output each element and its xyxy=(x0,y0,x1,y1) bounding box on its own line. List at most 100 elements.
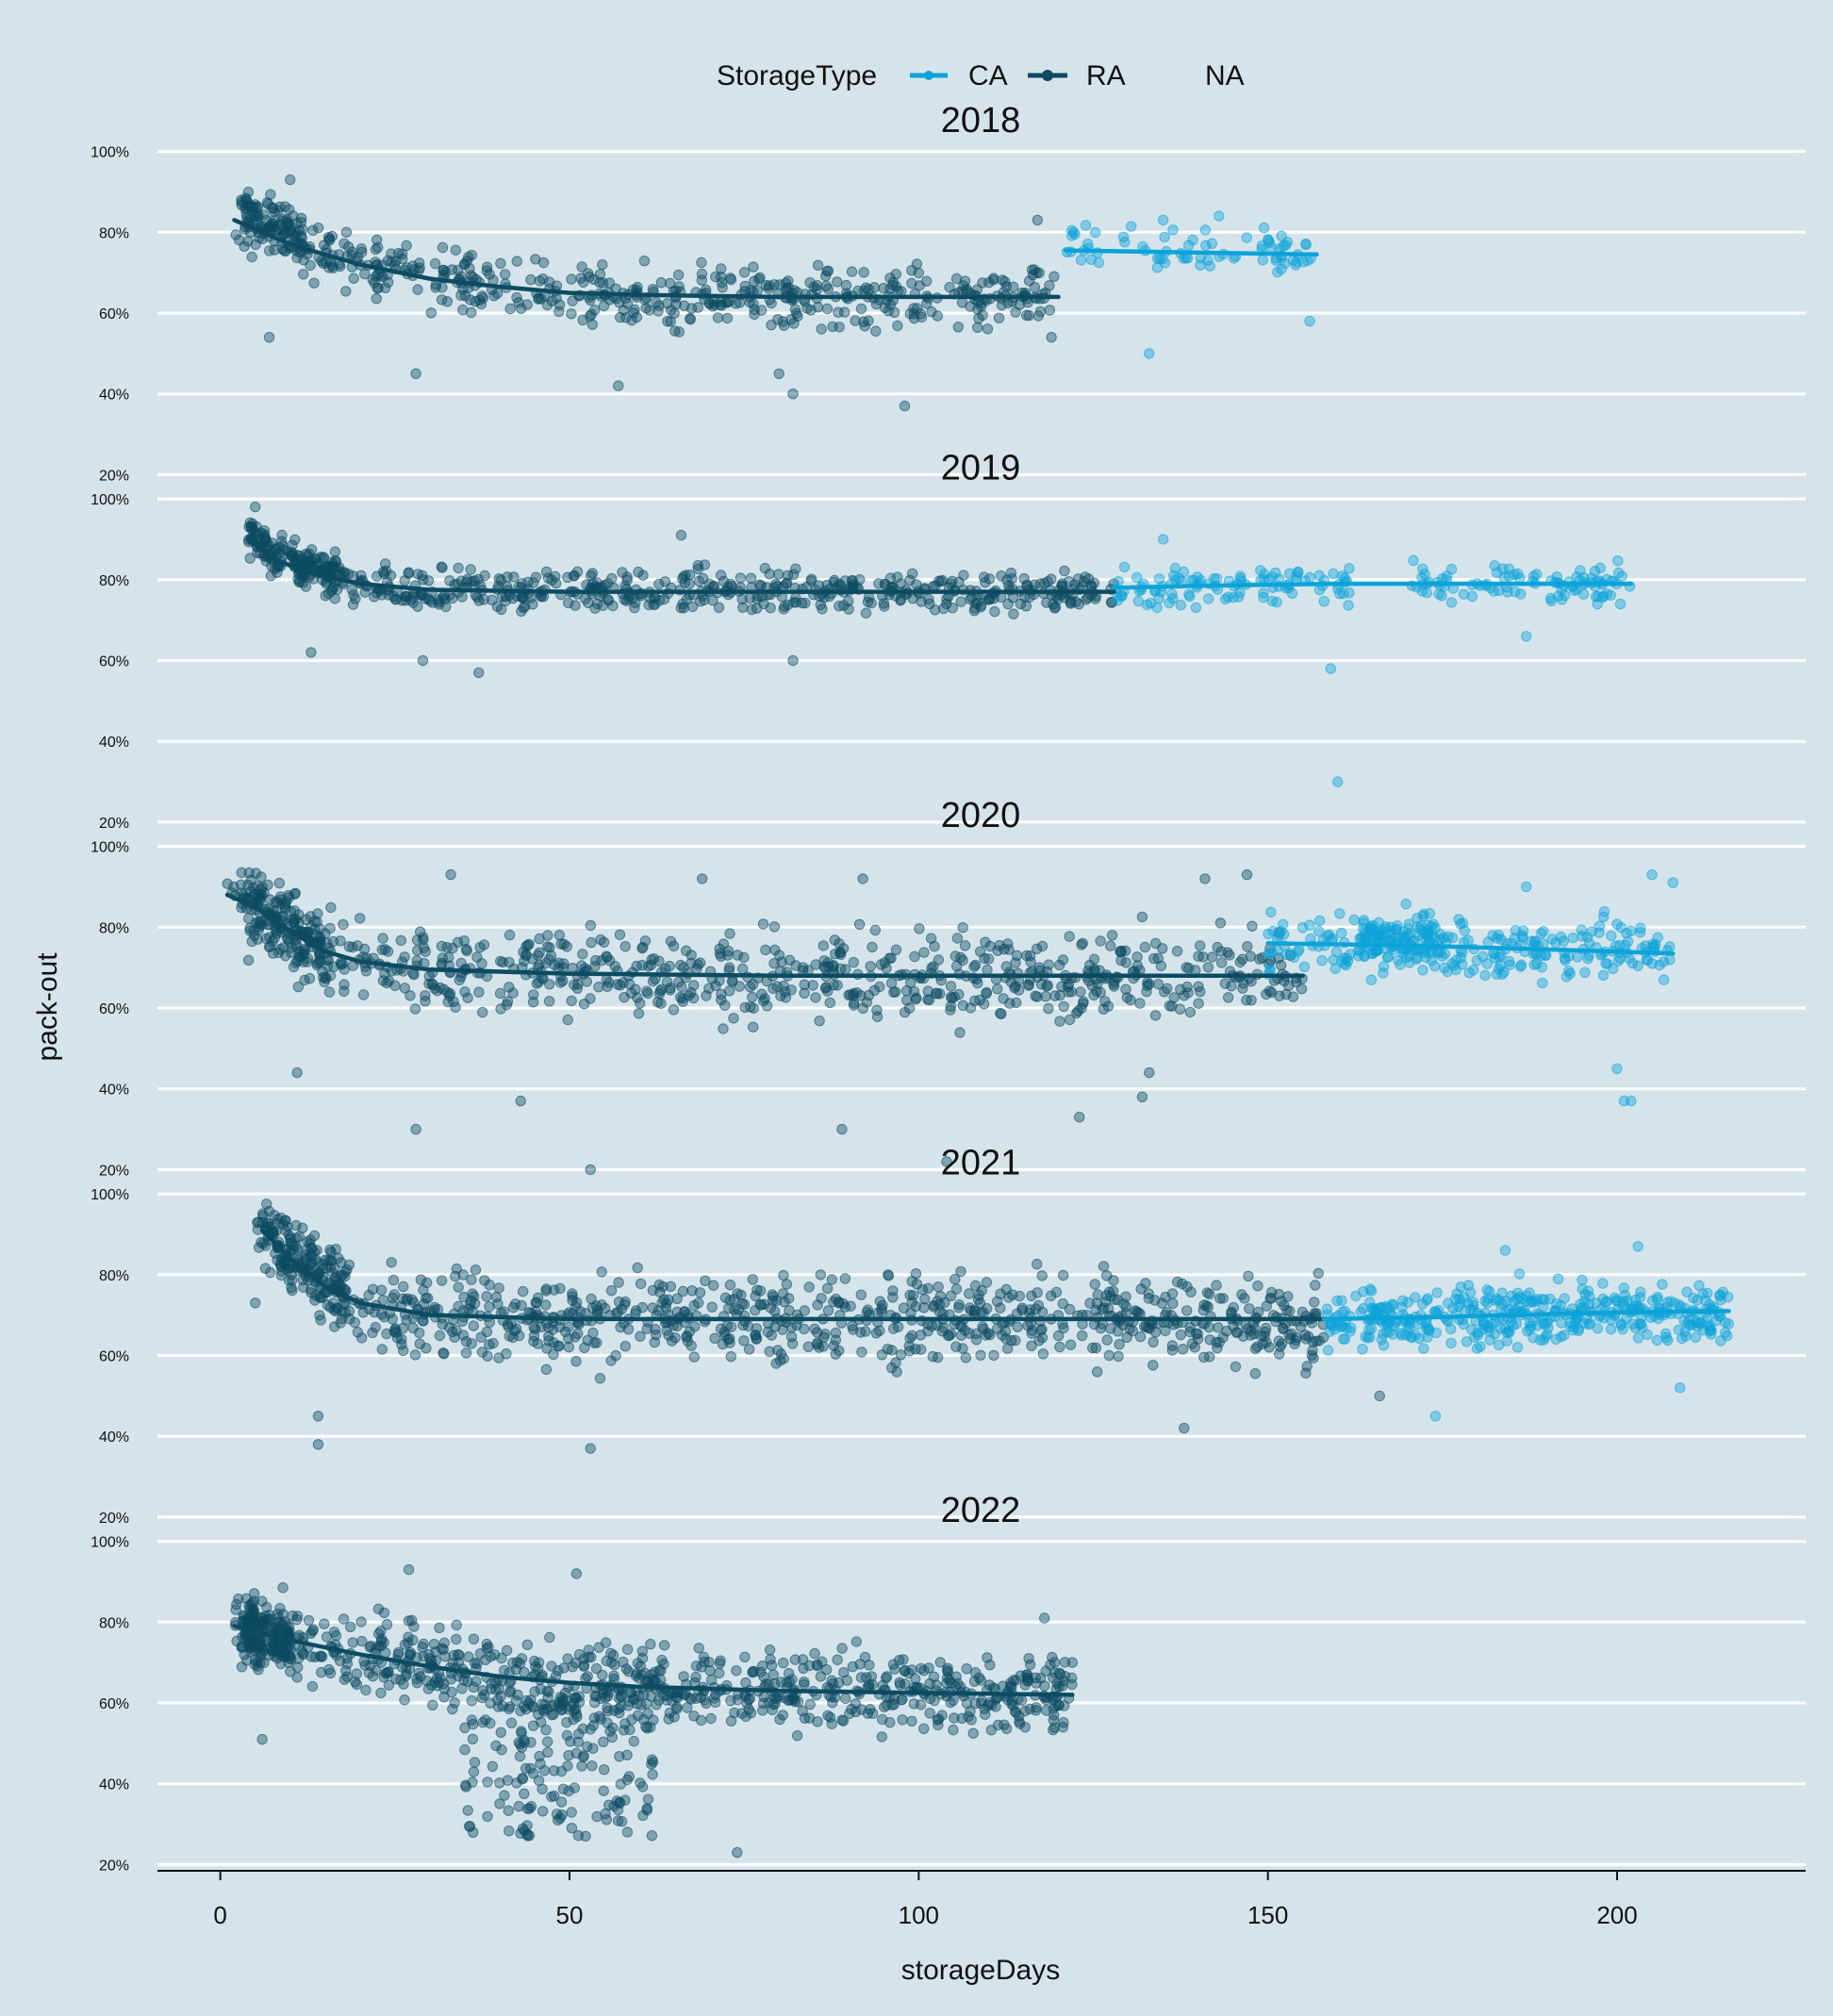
point-ra xyxy=(1003,1292,1015,1303)
point-ra xyxy=(635,1278,647,1290)
point-ra xyxy=(260,1240,272,1251)
point-ca xyxy=(1322,1345,1334,1356)
point-ra xyxy=(1144,1066,1155,1079)
point-ca xyxy=(1275,926,1287,937)
point-ra xyxy=(888,1323,900,1334)
point-ca xyxy=(1381,951,1394,963)
point-ra xyxy=(1005,976,1017,988)
point-ra xyxy=(410,1123,421,1135)
point-ca xyxy=(1288,951,1300,964)
point-ra xyxy=(953,1299,965,1311)
point-ra xyxy=(817,940,829,951)
point-ra xyxy=(816,1293,827,1304)
point-ra xyxy=(264,932,275,943)
point-ra xyxy=(473,667,485,679)
point-ra xyxy=(747,1274,758,1285)
point-ca xyxy=(1478,1319,1491,1330)
point-ra xyxy=(367,1283,379,1296)
point-ra xyxy=(870,298,883,310)
point-ra xyxy=(865,961,876,972)
point-ra xyxy=(897,1714,908,1726)
point-ra xyxy=(907,1290,919,1301)
point-ra xyxy=(665,983,676,994)
point-ra xyxy=(396,248,408,259)
point-ra xyxy=(799,1677,810,1688)
point-ra xyxy=(585,993,596,1004)
point-ra xyxy=(1002,1343,1014,1354)
point-ra xyxy=(583,597,594,609)
point-ra xyxy=(983,573,996,585)
point-ra xyxy=(649,1336,660,1348)
point-ra xyxy=(871,1004,883,1016)
point-ra xyxy=(1105,940,1116,951)
point-ra xyxy=(418,1315,429,1327)
point-ra xyxy=(888,306,900,318)
point-ra xyxy=(765,603,776,614)
point-ra xyxy=(460,944,472,955)
point-ra xyxy=(787,654,799,667)
point-ra xyxy=(638,256,651,267)
point-ra xyxy=(848,956,859,968)
point-ra xyxy=(280,245,291,257)
point-ra xyxy=(285,174,296,186)
point-ra xyxy=(891,1366,902,1378)
point-ra xyxy=(982,323,994,335)
point-ra xyxy=(716,988,727,1000)
point-ca xyxy=(1181,253,1192,264)
point-ra xyxy=(718,1023,729,1034)
point-ra xyxy=(487,1337,499,1349)
point-ra xyxy=(315,1292,326,1303)
point-ra xyxy=(839,1273,851,1284)
point-ca xyxy=(1335,927,1347,939)
point-ra xyxy=(858,285,870,297)
point-ca xyxy=(1640,940,1651,951)
point-ra xyxy=(1053,959,1065,971)
point-ra xyxy=(969,959,982,971)
point-ra xyxy=(508,571,520,583)
point-ra xyxy=(457,304,469,316)
point-ca xyxy=(1579,1289,1591,1300)
point-ra xyxy=(818,1331,830,1343)
point-ca xyxy=(1395,1328,1407,1339)
point-ca xyxy=(1521,631,1532,642)
point-ra xyxy=(484,1301,495,1313)
point-ca xyxy=(1428,932,1440,943)
point-ra xyxy=(1043,1002,1054,1015)
point-ra xyxy=(1054,989,1065,1001)
point-ra xyxy=(1064,931,1075,942)
point-ca xyxy=(1594,927,1605,938)
point-ra xyxy=(954,1027,966,1038)
point-ca xyxy=(1477,950,1489,962)
point-ca xyxy=(1378,961,1390,972)
y-tick-label: 100% xyxy=(91,840,129,856)
point-ra xyxy=(863,989,875,1001)
point-ra xyxy=(1287,991,1299,1002)
point-ca xyxy=(1426,920,1437,933)
point-ra xyxy=(228,881,239,893)
point-ra xyxy=(379,967,390,980)
point-ra xyxy=(398,1281,409,1293)
point-ra xyxy=(924,598,935,610)
point-ra xyxy=(255,892,266,903)
point-ra xyxy=(664,960,675,972)
point-ra xyxy=(1183,962,1195,974)
point-ra xyxy=(992,945,1003,956)
point-ca xyxy=(1573,1323,1584,1334)
point-ra xyxy=(961,284,973,295)
point-ra xyxy=(614,929,626,940)
point-ra xyxy=(676,981,687,993)
y-tick-label: 80% xyxy=(99,1268,129,1284)
point-ra xyxy=(417,570,428,581)
point-ra xyxy=(971,284,983,295)
point-ra xyxy=(1143,1293,1155,1304)
point-ca xyxy=(1264,963,1276,975)
point-ra xyxy=(255,527,266,538)
point-ra xyxy=(843,603,854,615)
point-ra xyxy=(932,310,943,322)
point-ra xyxy=(854,1659,866,1670)
point-ra xyxy=(1086,980,1098,992)
point-ra xyxy=(298,269,309,280)
point-ra xyxy=(890,269,901,280)
point-ra xyxy=(959,940,971,951)
point-ra xyxy=(265,189,276,200)
